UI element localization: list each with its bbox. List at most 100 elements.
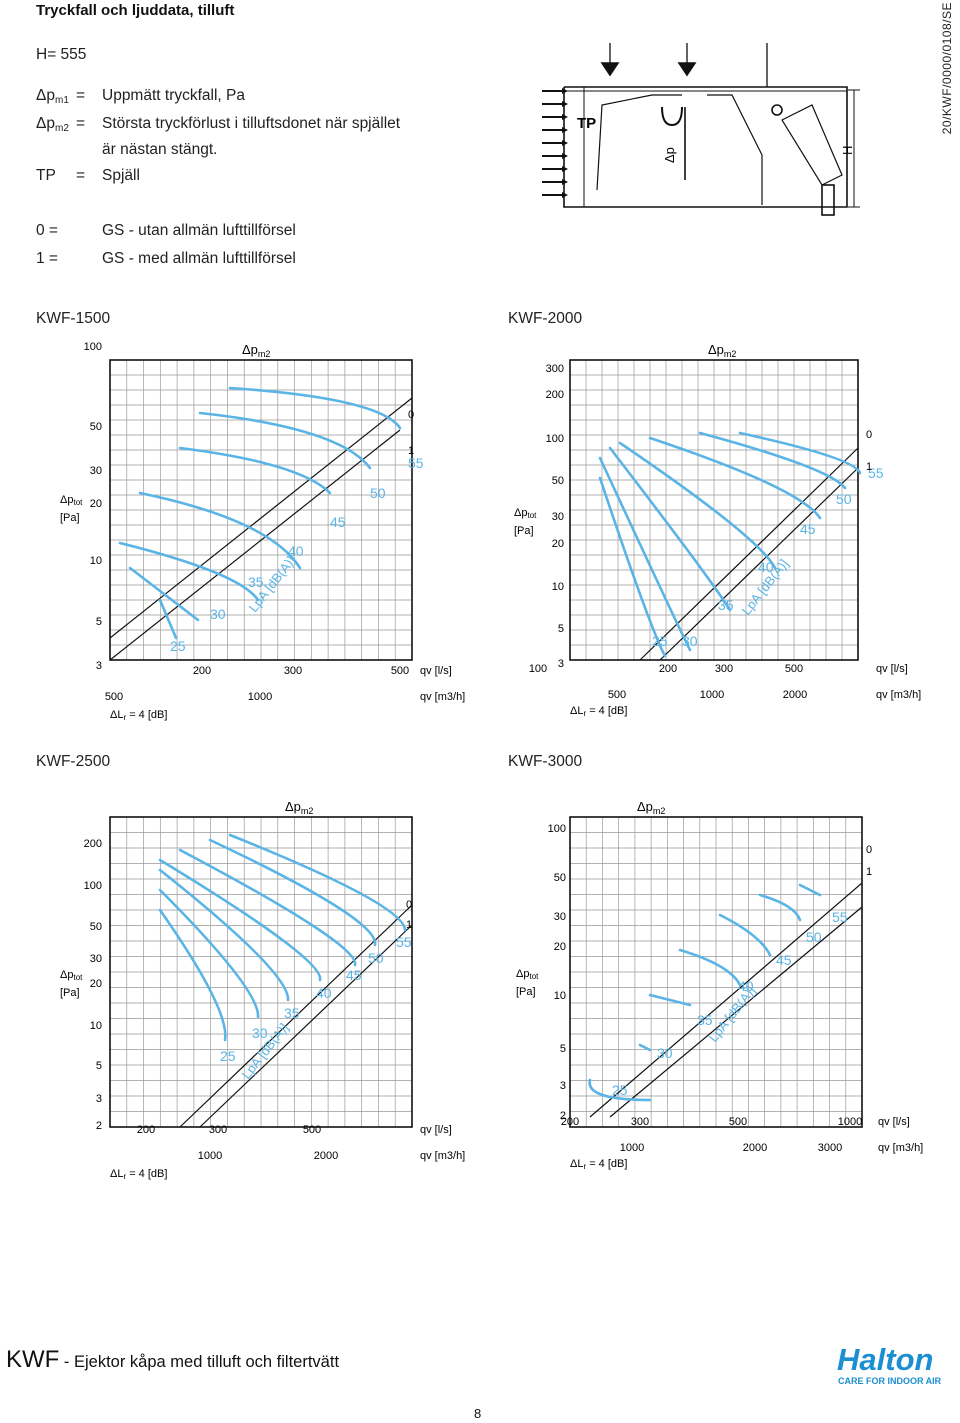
sound-level-curve: [158, 858, 322, 982]
curve-label: 45: [800, 521, 816, 537]
sound-level-curve: [208, 838, 377, 947]
y-tick-label: 30: [90, 953, 102, 965]
y-axis-label-sub: tot: [529, 972, 539, 981]
logo-tagline: CARE FOR INDOOR AIR: [838, 1376, 942, 1386]
gs0-label: 0: [866, 429, 872, 441]
y-axis-unit: [Pa]: [514, 525, 534, 537]
y-axis-label: Δptot: [60, 969, 83, 982]
curve-label: 30: [657, 1045, 673, 1061]
y-tick-label: 3: [96, 660, 102, 672]
x-tick-ls: 200: [193, 665, 211, 677]
gs0-label: 0: [866, 844, 872, 856]
legend-gs1-text: GS - med allmän lufttillförsel: [102, 250, 296, 267]
sound-level-curve: [598, 456, 692, 652]
y-tick-label: 10: [90, 555, 102, 567]
y-tick-label: 100: [548, 823, 566, 835]
plot-area: [109, 816, 413, 1128]
x-tick-ls: 500: [303, 1124, 321, 1136]
sound-level-curve: [588, 1078, 652, 1102]
x-tick-ls: 500: [729, 1116, 747, 1128]
y-axis-label: Δptot: [60, 494, 83, 507]
x-axis-label-m3h: qv [m3/h]: [420, 691, 465, 703]
sound-level-curve: [118, 541, 260, 602]
legend-dpm2-symbol: Δpm2: [36, 115, 69, 134]
y-tick-label: 50: [90, 421, 102, 433]
y-tick-label: 20: [90, 978, 102, 990]
delta-lr-label: ΔLr = 4 [dB]: [570, 1158, 627, 1171]
curve-label: 50: [806, 929, 822, 945]
y-tick-label: 100: [546, 433, 564, 445]
x-axis-label-ls: qv [l/s]: [876, 663, 908, 675]
gs0-label: 0: [408, 409, 414, 421]
lpa-reference-line: [659, 467, 859, 661]
curve-label: 50: [836, 491, 852, 507]
curve-label: 55: [408, 455, 424, 471]
delta-lr-rest: = 4 [dB]: [586, 1158, 627, 1170]
curve-label: 35: [697, 1012, 713, 1028]
y-axis-label: Δptot: [516, 968, 539, 981]
legend-dpm1-symbol: Δpm1: [36, 87, 69, 106]
halton-logo: Halton CARE FOR INDOOR AIR: [837, 1342, 942, 1386]
sound-level-curve: [738, 431, 862, 475]
plot-area: [109, 359, 413, 661]
grid: [570, 817, 862, 1127]
sound-level-curve: [158, 598, 178, 640]
x-tick-ls: 200: [561, 1116, 579, 1128]
x-tick-m3h: 500: [608, 689, 626, 701]
y-tick-label: 5: [96, 616, 102, 628]
x-axis-label-m3h: qv [m3/h]: [876, 689, 921, 701]
gs1-label: 1: [408, 445, 414, 457]
legend-dpm2-eq: =: [76, 115, 86, 132]
page-title: Tryckfall och ljuddata, tilluft: [36, 2, 235, 19]
x-tick-m3h: 1000: [248, 691, 272, 703]
y-axis-label-symbol: Δp: [516, 968, 529, 980]
plot-area: [569, 816, 863, 1128]
x-tick-ls: 500: [391, 665, 409, 677]
chart-title-kwf3000: KWF-3000: [508, 753, 583, 770]
sound-level-curve: [158, 908, 227, 1042]
y-tick-label: 300: [546, 363, 564, 375]
lpa-reference-line: [179, 904, 413, 1128]
dpm2-sub: m2: [653, 806, 666, 816]
diagram-tp-label: TP: [577, 115, 596, 132]
delta-lr-symbol: ΔL: [570, 705, 583, 717]
y-tick-label: 50: [90, 921, 102, 933]
curve-label: 40: [738, 978, 754, 994]
delta-lr-rest: = 4 [dB]: [586, 705, 627, 717]
dpm2-sub: m2: [301, 806, 314, 816]
curve-label: 30: [682, 633, 698, 649]
plot-frame: [109, 816, 413, 1128]
curve-label: 50: [368, 950, 384, 966]
x-axis-label-ls: qv [l/s]: [420, 1124, 452, 1136]
delta-lr-symbol: ΔL: [110, 709, 123, 721]
sound-level-curve: [618, 441, 777, 570]
curve-label: 55: [868, 465, 884, 481]
lpa-reference-line: [609, 906, 863, 1118]
x-axis-label-m3h: qv [m3/h]: [878, 1142, 923, 1154]
y-tick-label: 50: [552, 475, 564, 487]
sound-level-curve: [128, 566, 200, 622]
gs1-label: 1: [406, 919, 412, 931]
delta-lr-label: ΔLr = 4 [dB]: [110, 1168, 167, 1181]
sound-level-curve: [138, 491, 302, 570]
page-number: 8: [474, 1406, 482, 1421]
sound-level-curve: [648, 436, 822, 520]
chart-title-kwf2000: KWF-2000: [508, 310, 583, 327]
grid: [110, 360, 412, 660]
hood-diagram: TP Δp H: [542, 43, 860, 216]
y-tick-label: 10: [552, 581, 564, 593]
sound-level-curve: [718, 913, 772, 957]
legend-tp-text: Spjäll: [102, 167, 140, 184]
delta-lr-symbol: ΔL: [570, 1158, 583, 1170]
lpa-reference-line: [199, 924, 413, 1128]
x-tick-ls: 1000: [838, 1116, 862, 1128]
x-axis-label-ls: qv [l/s]: [420, 665, 452, 677]
diagram-h-label: H: [840, 146, 855, 155]
y-tick-label: 10: [90, 1020, 102, 1032]
x-tick-m3h: 2000: [783, 689, 807, 701]
legend-dpm1-text: Uppmätt tryckfall, Pa: [102, 87, 245, 104]
delta-lr-label: ΔLr = 4 [dB]: [110, 709, 167, 722]
x-axis-label-m3h: qv [m3/h]: [420, 1150, 465, 1162]
